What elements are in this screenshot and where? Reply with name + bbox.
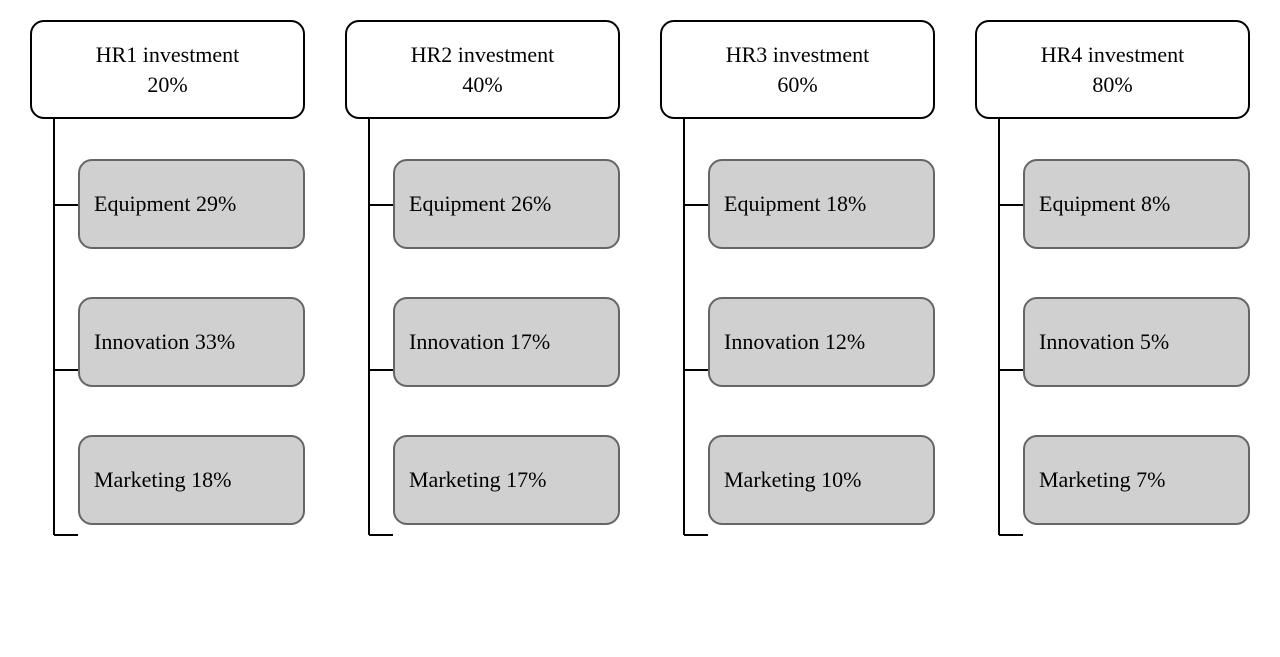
parent-box: HR2 investment 40% — [345, 20, 620, 119]
child-box-equipment: Equipment 8% — [1023, 159, 1250, 249]
children-wrap: Equipment 26% Innovation 17% Marketing 1… — [345, 159, 620, 525]
parent-line1: HR1 investment — [42, 40, 293, 70]
child-label: Equipment 18% — [724, 191, 866, 216]
parent-box: HR3 investment 60% — [660, 20, 935, 119]
parent-line2: 80% — [987, 70, 1238, 100]
child-box-equipment: Equipment 18% — [708, 159, 935, 249]
child-label: Innovation 17% — [409, 329, 550, 354]
parent-line2: 20% — [42, 70, 293, 100]
column-hr2: HR2 investment 40% Equipment 26% Innovat… — [345, 20, 620, 525]
child-label: Marketing 7% — [1039, 467, 1165, 492]
parent-line2: 60% — [672, 70, 923, 100]
child-box-innovation: Innovation 5% — [1023, 297, 1250, 387]
parent-line2: 40% — [357, 70, 608, 100]
child-box-marketing: Marketing 10% — [708, 435, 935, 525]
children-wrap: Equipment 18% Innovation 12% Marketing 1… — [660, 159, 935, 525]
child-label: Innovation 5% — [1039, 329, 1169, 354]
child-label: Equipment 29% — [94, 191, 236, 216]
child-box-marketing: Marketing 18% — [78, 435, 305, 525]
child-box-innovation: Innovation 33% — [78, 297, 305, 387]
child-label: Marketing 10% — [724, 467, 861, 492]
child-box-marketing: Marketing 17% — [393, 435, 620, 525]
child-label: Marketing 17% — [409, 467, 546, 492]
children-wrap: Equipment 29% Innovation 33% Marketing 1… — [30, 159, 305, 525]
parent-line1: HR2 investment — [357, 40, 608, 70]
child-label: Equipment 26% — [409, 191, 551, 216]
child-box-innovation: Innovation 12% — [708, 297, 935, 387]
parent-box: HR1 investment 20% — [30, 20, 305, 119]
children-wrap: Equipment 8% Innovation 5% Marketing 7% — [975, 159, 1250, 525]
child-box-marketing: Marketing 7% — [1023, 435, 1250, 525]
child-box-innovation: Innovation 17% — [393, 297, 620, 387]
child-label: Equipment 8% — [1039, 191, 1170, 216]
column-hr4: HR4 investment 80% Equipment 8% Innovati… — [975, 20, 1250, 525]
parent-line1: HR3 investment — [672, 40, 923, 70]
child-box-equipment: Equipment 26% — [393, 159, 620, 249]
parent-line1: HR4 investment — [987, 40, 1238, 70]
child-label: Innovation 12% — [724, 329, 865, 354]
child-label: Innovation 33% — [94, 329, 235, 354]
investment-diagram: HR1 investment 20% Equipment 29% Innovat… — [30, 20, 1250, 525]
column-hr1: HR1 investment 20% Equipment 29% Innovat… — [30, 20, 305, 525]
column-hr3: HR3 investment 60% Equipment 18% Innovat… — [660, 20, 935, 525]
parent-box: HR4 investment 80% — [975, 20, 1250, 119]
child-label: Marketing 18% — [94, 467, 231, 492]
child-box-equipment: Equipment 29% — [78, 159, 305, 249]
